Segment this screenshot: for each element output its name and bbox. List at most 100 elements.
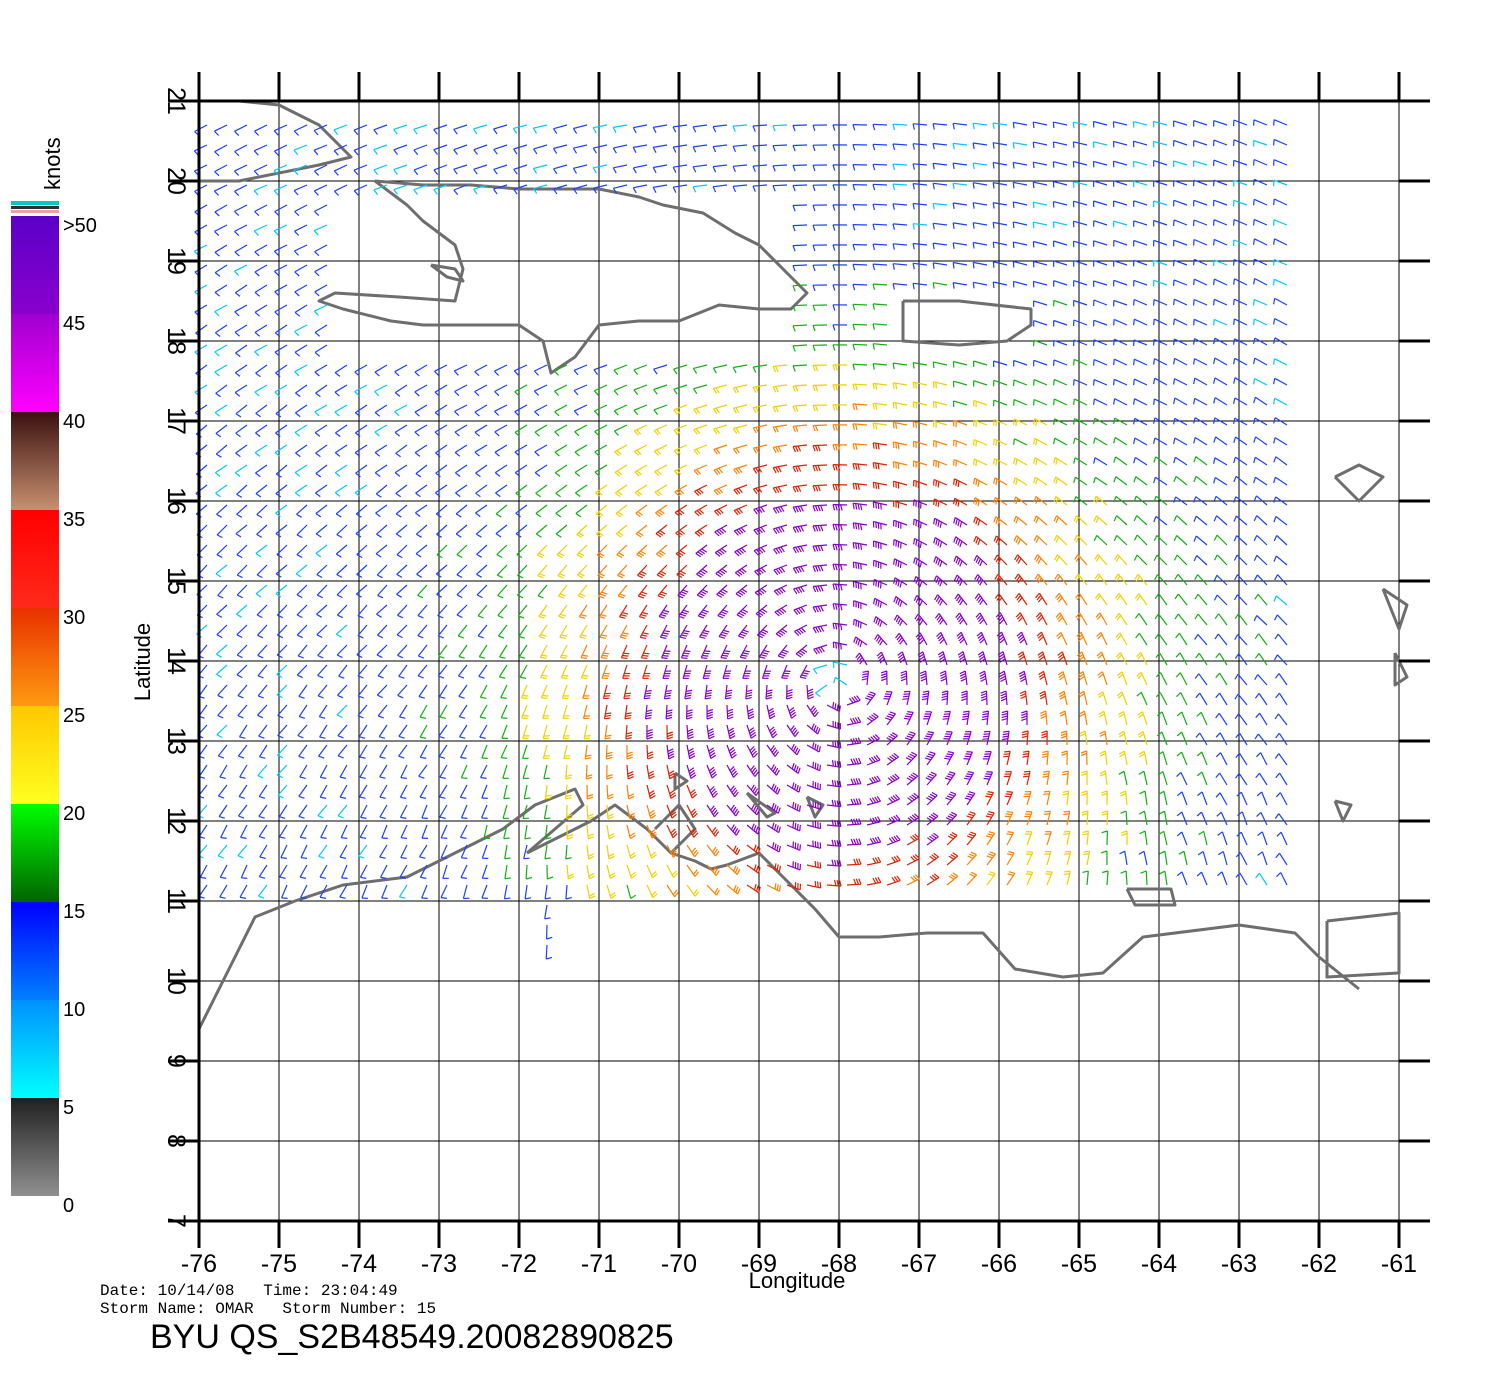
wind-barb-flag (1233, 515, 1237, 522)
wind-barb (973, 497, 988, 507)
wind-barb (375, 544, 388, 558)
wind-barb-shaft (524, 824, 528, 839)
wind-barb (944, 771, 956, 786)
wind-barb (654, 484, 668, 497)
wind-barb-flag (855, 463, 858, 470)
wind-barb-flag (963, 758, 970, 760)
wind-barb (1256, 811, 1268, 826)
wind-barb-flag (396, 573, 403, 578)
wind-barb (377, 584, 388, 599)
wind-barb-flag (933, 556, 937, 563)
wind-barb-flag (895, 559, 898, 566)
wind-barb-shaft (733, 504, 748, 511)
wind-barb-shaft (336, 584, 348, 596)
wind-barb (663, 684, 672, 700)
wind-barb-flag (546, 936, 553, 940)
wind-barb-flag (873, 776, 879, 782)
wind-barb (832, 603, 848, 611)
wind-barb-flag (516, 554, 523, 559)
wind-barb-shaft (580, 644, 588, 658)
wind-barb-flag (955, 612, 961, 619)
wind-barb-flag (315, 533, 322, 538)
wind-barb-flag (1236, 831, 1242, 837)
wind-barb-shaft (1115, 476, 1128, 486)
wind-barb-shaft (812, 464, 828, 467)
wind-barb-flag (1053, 496, 1057, 503)
wind-barb-shaft (279, 864, 288, 878)
wind-barb (961, 710, 970, 726)
wind-barb-flag (800, 566, 805, 572)
wind-barb-flag (893, 558, 896, 565)
wind-barb-shaft (1235, 475, 1248, 486)
wind-barb-flag (839, 840, 842, 847)
wind-barb (946, 831, 958, 846)
wind-barb-flag (625, 734, 633, 737)
wind-barb-shaft (257, 764, 268, 776)
wind-barb-flag (795, 506, 799, 513)
wind-barb-flag (737, 888, 741, 895)
wind-barb (537, 564, 548, 579)
wind-barb (458, 644, 468, 659)
wind-barb-flag (736, 849, 741, 855)
wind-barb-flag (874, 733, 880, 740)
wind-barb (277, 724, 288, 739)
wind-barb-shaft (663, 684, 668, 699)
wind-barb-flag (1214, 613, 1220, 620)
wind-barb-flag (855, 737, 859, 744)
wind-barb-shaft (813, 564, 828, 567)
wind-barb-flag (557, 575, 564, 579)
wind-barb (933, 575, 948, 587)
wind-barb (217, 844, 228, 859)
wind-barb-flag (814, 485, 819, 492)
wind-barb-flag (639, 593, 646, 597)
wind-barb-shaft (1006, 832, 1015, 846)
wind-barb-flag (696, 573, 702, 578)
wind-barb-flag (1234, 653, 1240, 659)
wind-barb-shaft (375, 544, 388, 555)
wind-barb (1155, 672, 1168, 686)
wind-barb (1159, 870, 1168, 886)
wind-barb-flag (792, 821, 795, 828)
wind-barb-shaft (1159, 652, 1168, 666)
wind-barb (766, 842, 781, 853)
wind-barb (806, 761, 821, 772)
wind-barb-flag (888, 797, 894, 803)
wind-barb (1101, 790, 1108, 806)
wind-barb-shaft (278, 824, 288, 838)
wind-barb-flag (777, 466, 782, 473)
wind-barb-shaft (606, 864, 611, 879)
wind-barb (1273, 555, 1288, 566)
wind-barb-flag (999, 658, 1006, 663)
wind-barb-flag (724, 650, 731, 653)
wind-barb-flag (900, 672, 907, 677)
wind-barb-shaft (477, 604, 488, 617)
wind-barb-flag (1037, 651, 1044, 656)
wind-barb (1099, 770, 1108, 786)
wind-barb-flag (603, 652, 610, 655)
wind-barb-flag (892, 732, 898, 737)
wind-barb-flag (976, 614, 982, 620)
wind-barb-flag (1041, 732, 1048, 736)
wind-barb-flag (1121, 832, 1128, 836)
wind-barb-shaft (806, 884, 821, 889)
wind-barb-shaft (898, 632, 908, 646)
wind-barb-shaft (786, 844, 801, 851)
wind-barb-flag (1042, 773, 1049, 776)
wind-barb-flag (839, 800, 842, 807)
wind-barb (1082, 830, 1089, 846)
wind-barb-flag (733, 772, 739, 778)
wind-barb-flag (881, 675, 888, 679)
wind-barb-flag (1256, 791, 1263, 797)
wind-barbs-layer (193, 119, 1288, 960)
wind-barb (419, 704, 428, 719)
wind-barb-shaft (565, 884, 568, 900)
wind-barb-flag (1217, 871, 1223, 877)
wind-barb (973, 477, 988, 487)
wind-barb-shaft (275, 464, 288, 475)
wind-barb-flag (909, 753, 916, 758)
wind-barb (257, 664, 268, 679)
wind-barb-shaft (598, 604, 608, 618)
wind-barb-flag (1001, 738, 1009, 741)
wind-barb-flag (753, 864, 757, 871)
wind-barb-flag (719, 549, 725, 555)
